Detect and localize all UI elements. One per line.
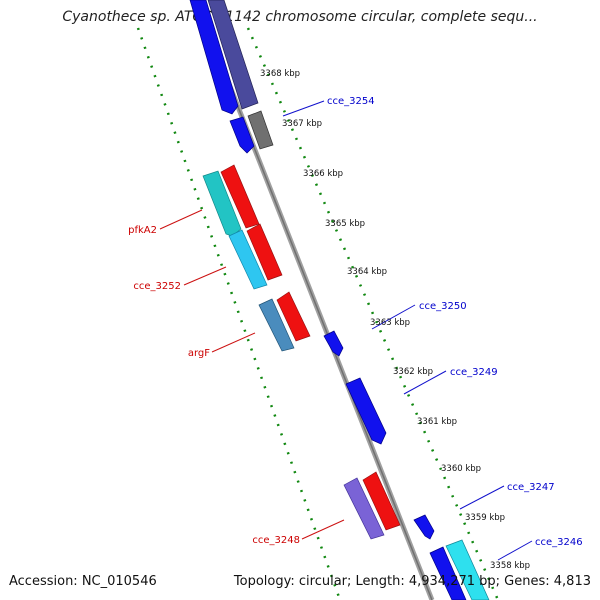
gene-cce_3254-a[interactable] — [229, 116, 255, 154]
gene-cce_3250[interactable] — [323, 330, 344, 357]
gene-top-b[interactable] — [207, 0, 259, 110]
label-leaders — [159, 100, 533, 561]
tick-label: 3360 kbp — [441, 464, 481, 474]
tick-label: 3368 kbp — [260, 69, 300, 79]
gene-argF-a[interactable] — [258, 298, 295, 352]
gene-label-cce_3246[interactable]: cce_3246 — [535, 537, 583, 548]
gene-cce_3248-a[interactable] — [343, 477, 385, 540]
gene-cce_3247[interactable] — [413, 514, 435, 540]
gene-label-cce_3250[interactable]: cce_3250 — [419, 301, 467, 312]
gene-label-argF[interactable]: argF — [188, 348, 210, 359]
gene-cce_3246-b[interactable] — [445, 539, 490, 600]
reverse-strand-genes[interactable] — [202, 164, 401, 540]
gene-top-a[interactable] — [189, 0, 239, 115]
tick-label: 3361 kbp — [417, 417, 457, 427]
gene-argF-b[interactable] — [276, 291, 311, 342]
gene-label-pfkA2[interactable]: pfkA2 — [128, 225, 157, 236]
genome-summary-text: Topology: circular; Length: 4,934,271 bp… — [233, 574, 591, 589]
gene-cce_3252-b[interactable] — [246, 223, 283, 281]
forward-strand-genes[interactable] — [189, 0, 490, 600]
tick-label: 3365 kbp — [325, 219, 365, 229]
tick-label: 3364 kbp — [347, 267, 387, 277]
gene-label-cce_3252[interactable]: cce_3252 — [133, 281, 181, 292]
gene-label-cce_3254[interactable]: cce_3254 — [327, 96, 375, 107]
gene-labels[interactable]: cce_3254 cce_3250 cce_3249 cce_3247 cce_… — [128, 96, 582, 548]
gene-cce_3249[interactable] — [345, 377, 387, 445]
gene-label-cce_3247[interactable]: cce_3247 — [507, 482, 555, 493]
tick-label: 3362 kbp — [393, 367, 433, 377]
gene-pfkA2-b[interactable] — [220, 164, 260, 229]
gene-cce_3246-a[interactable] — [429, 546, 467, 600]
tick-label: 3367 kbp — [282, 119, 322, 129]
tick-label: 3363 kbp — [370, 318, 410, 328]
map-title: Cyanothece sp. ATCC 51142 chromosome cir… — [62, 9, 538, 25]
gene-label-cce_3248[interactable]: cce_3248 — [252, 535, 300, 546]
tick-label: 3358 kbp — [490, 561, 530, 571]
accession-text: Accession: NC_010546 — [9, 574, 157, 589]
tick-label: 3366 kbp — [303, 169, 343, 179]
ruler-tick-labels: 3368 kbp 3367 kbp 3366 kbp 3365 kbp 3364… — [260, 69, 530, 571]
gene-label-cce_3249[interactable]: cce_3249 — [450, 367, 498, 378]
tick-label: 3359 kbp — [465, 513, 505, 523]
ruler-lines — [136, 27, 500, 600]
gene-cce_3252-a[interactable] — [228, 229, 268, 290]
gene-cce_3248-b[interactable] — [362, 471, 401, 531]
gene-cce_3254-b[interactable] — [247, 110, 274, 150]
